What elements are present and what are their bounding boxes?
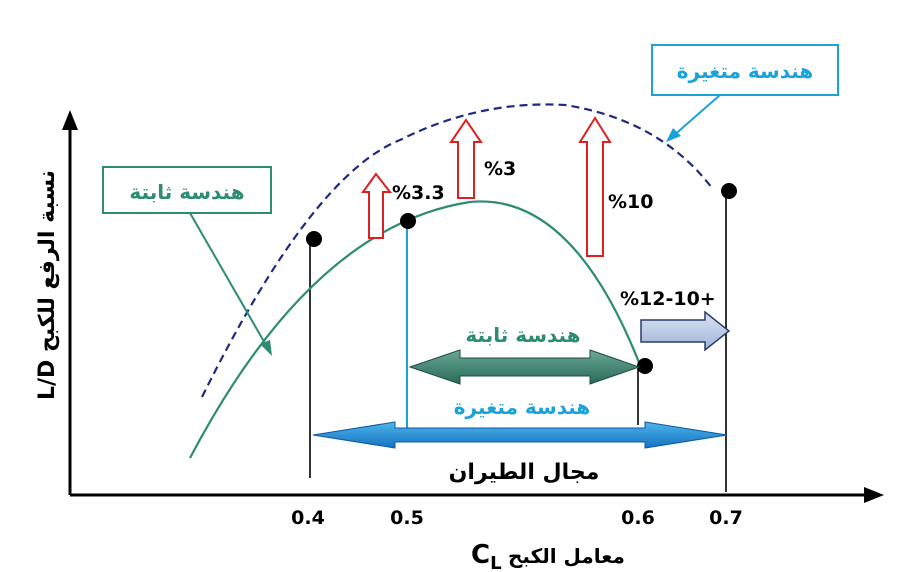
fixed-range-label: هندسة ثابتة — [465, 323, 580, 347]
point-0-6 — [637, 358, 653, 374]
point-0-4 — [306, 231, 322, 247]
gain-label-1: %3.3 — [392, 182, 445, 204]
fixed-geometry-curve — [189, 200, 642, 459]
x-axis-symbol-sub: L — [490, 553, 501, 572]
axes — [62, 110, 884, 503]
variable-callout-box — [651, 44, 839, 96]
data-points — [306, 183, 737, 374]
guide-lines — [309, 192, 727, 492]
y-axis-arrowhead — [62, 110, 78, 130]
x-tick-labels: 0.4 0.5 0.6 0.7 — [291, 507, 743, 529]
flight-range-arrow — [312, 421, 728, 449]
point-0-5 — [400, 213, 416, 229]
x-axis-arrowhead — [864, 487, 884, 503]
variable-geometry-curve — [201, 103, 713, 398]
variable-callout-leader-head — [666, 128, 681, 142]
gain-arrow-2 — [449, 118, 483, 199]
variable-callout-label: هندسة متغيرة — [677, 59, 814, 83]
gain-label-2: %3 — [484, 158, 516, 180]
x-tick-0-7: 0.7 — [709, 507, 743, 529]
x-axis-label: معامل الكبح — [508, 544, 625, 568]
range-gain-label: %12-10+ — [620, 288, 716, 310]
x-axis-symbol: C — [471, 540, 490, 570]
fixed-range-arrow — [408, 349, 641, 385]
fixed-callout-box — [102, 166, 272, 214]
gain-arrow-3 — [578, 116, 612, 257]
flight-range-label: مجال الطيران — [449, 460, 600, 485]
x-tick-0-4: 0.4 — [291, 507, 325, 529]
x-tick-0-5: 0.5 — [390, 507, 424, 529]
gain-label-3: %10 — [608, 191, 653, 213]
variable-callout-leader — [671, 94, 721, 138]
fixed-callout-leader — [189, 212, 271, 353]
variable-range-label: هندسة متغيرة — [454, 395, 591, 419]
fixed-callout-label: هندسة ثابتة — [129, 180, 244, 204]
point-0-7 — [721, 183, 737, 199]
x-axis-title: CL معامل الكبح — [471, 540, 625, 572]
gain-arrows — [361, 116, 612, 257]
extension-arrow — [640, 310, 731, 352]
x-tick-0-6: 0.6 — [621, 507, 655, 529]
y-axis-title: L/D نسبة الرفع للكبح — [35, 170, 60, 400]
gain-arrow-1 — [361, 172, 393, 239]
fixed-callout-leader-head — [260, 340, 272, 356]
